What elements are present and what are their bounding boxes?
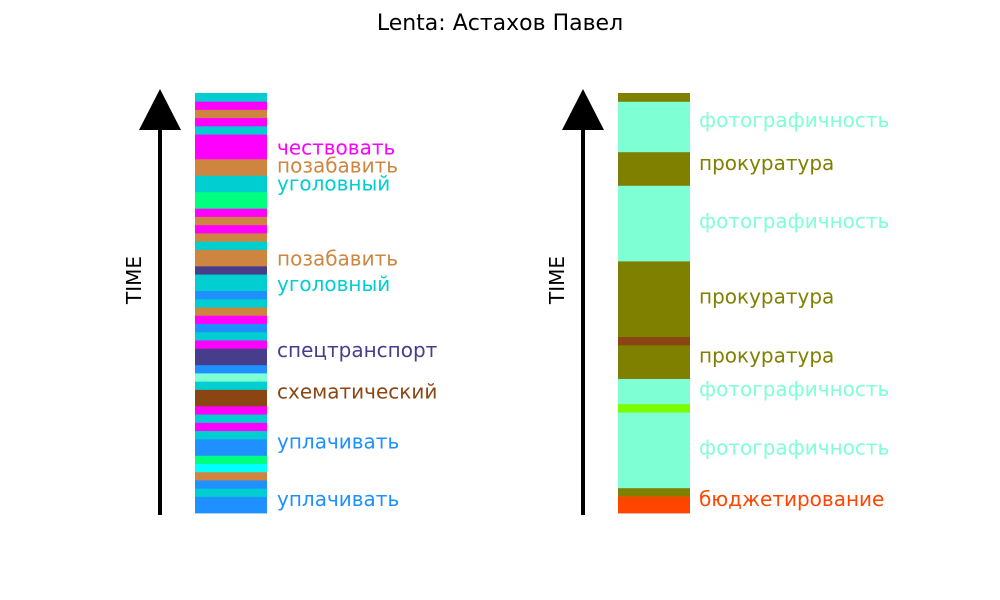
timeline-segment — [195, 241, 267, 250]
left-timeline-panel: TIME уплачивать уплачивать схематический спе… — [122, 89, 438, 515]
timeline-segment — [618, 261, 690, 337]
timeline-segment — [195, 438, 267, 456]
timeline-segment — [195, 455, 267, 464]
timeline-segment — [618, 403, 690, 413]
timeline-segment — [195, 224, 267, 234]
timeline-segment — [195, 216, 267, 226]
timeline-segment — [195, 93, 267, 102]
timeline-segment — [618, 345, 690, 379]
time-axis-label: TIME — [545, 256, 569, 305]
timeline-segment — [195, 134, 267, 160]
timeline-segment — [195, 191, 267, 209]
timeline-segment — [618, 151, 690, 186]
timeline-segment — [195, 373, 267, 382]
timeline-word-label: прокуратура — [699, 151, 834, 175]
timeline-segment — [195, 101, 267, 110]
timeline-segment — [195, 430, 267, 440]
timeline-segment — [195, 389, 267, 407]
timeline-segment — [195, 109, 267, 119]
timeline-segment — [618, 496, 690, 514]
timeline-word-label: схематический — [277, 379, 437, 403]
timeline-segment — [618, 185, 690, 262]
timeline-word-label: спецтранспорт — [277, 338, 438, 362]
timeline-segment — [195, 208, 267, 217]
timeline-segment — [195, 480, 267, 489]
time-axis-label: TIME — [122, 256, 146, 305]
time-axis-arrowhead — [139, 89, 181, 130]
timeline-segment — [195, 175, 267, 184]
timeline-segment — [618, 336, 690, 346]
timeline-segment — [618, 487, 690, 497]
timeline-segment — [195, 117, 267, 127]
timeline-segment — [195, 488, 267, 497]
timeline-word-label: позабавить — [277, 154, 398, 178]
right-timeline-panel: TIME бюджетирование фотографичность фотогра… — [545, 89, 889, 515]
time-axis-arrowhead — [562, 89, 604, 130]
timeline-segment — [195, 265, 267, 275]
timeline-segment — [195, 364, 267, 374]
timeline-segment — [195, 158, 267, 176]
timeline-segment — [195, 125, 267, 135]
timeline-segment — [195, 183, 267, 193]
timeline-word-label: прокуратура — [699, 343, 834, 367]
timeline-segment — [618, 378, 690, 405]
timeline-segment — [195, 290, 267, 300]
timeline-segment — [618, 101, 690, 153]
timeline-word-label: уголовный — [277, 272, 390, 296]
timeline-word-label: уголовный — [277, 172, 390, 196]
timeline-segment — [195, 323, 267, 333]
timeline-word-label: фотографичность — [699, 209, 889, 233]
timeline-segment — [195, 463, 267, 473]
timeline-segment — [195, 348, 267, 366]
timeline-segment — [195, 496, 267, 514]
timeline-segment — [195, 315, 267, 324]
timeline-word-label: бюджетирование — [699, 487, 884, 511]
timeline-segment — [195, 331, 267, 341]
timeline-segment — [195, 340, 267, 349]
timeline-segment — [195, 307, 267, 316]
timeline-segment — [195, 233, 267, 242]
timeline-word-label: уплачивать — [277, 487, 399, 511]
timeline-segment — [195, 298, 267, 308]
timeline-segment — [195, 422, 267, 432]
timeline-segment — [618, 93, 690, 102]
timeline-segment — [195, 405, 267, 415]
timeline-segment — [195, 414, 267, 423]
timeline-word-label: фотографичность — [699, 436, 889, 460]
timeline-word-label: фотографичность — [699, 377, 889, 401]
timeline-segment — [195, 274, 267, 292]
timeline-word-label: прокуратура — [699, 284, 834, 308]
timeline-word-label: позабавить — [277, 247, 398, 271]
timeline-segment — [195, 471, 267, 481]
timeline-word-label: фотографичность — [699, 108, 889, 132]
timeline-segment — [618, 412, 690, 489]
timeline-segment — [195, 249, 267, 267]
timeline-segment — [195, 381, 267, 390]
chart-title: Lenta: Астахов Павел — [377, 11, 623, 36]
timeline-word-label: уплачивать — [277, 430, 399, 454]
timeline-word-label: чествовать — [277, 136, 395, 160]
